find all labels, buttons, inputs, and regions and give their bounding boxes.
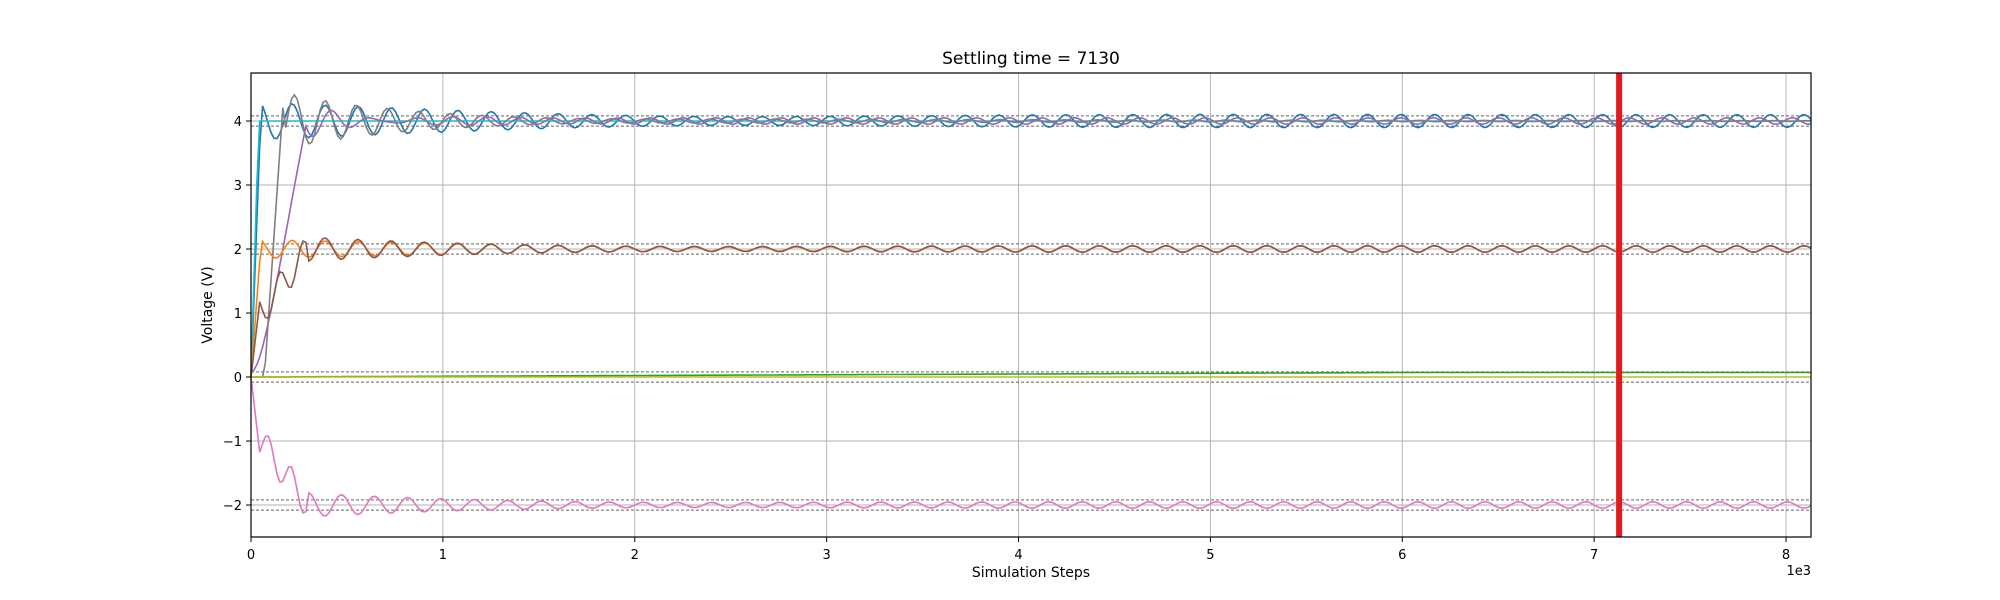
x-tick-label: 7 — [1590, 548, 1598, 563]
y-tick-label: −2 — [223, 499, 242, 514]
x-tick-label: 1 — [439, 548, 447, 563]
plot-frame — [250, 72, 1812, 538]
ticks: 0 1 2 3 4 5 6 7 8 −2 −1 0 1 2 3 4 — [223, 115, 1790, 563]
chart-title: Settling time = 7130 — [942, 49, 1120, 69]
y-axis-label: Voltage (V) — [200, 266, 216, 343]
x-tick-label: 2 — [631, 548, 639, 563]
x-tick-label: 4 — [1014, 548, 1022, 563]
x-axis-label: Simulation Steps — [972, 565, 1090, 581]
y-tick-label: 1 — [234, 307, 242, 322]
series-line-1 — [250, 102, 1812, 378]
x-tick-label: 8 — [1782, 548, 1790, 563]
x-tick-label: 0 — [247, 548, 255, 563]
series-line-3 — [250, 109, 1812, 373]
series-line-6 — [250, 237, 1812, 378]
x-axis-offset-label: 1e3 — [1786, 564, 1811, 579]
y-tick-label: 2 — [234, 243, 242, 258]
x-tick-label: 6 — [1398, 548, 1406, 563]
y-tick-label: 3 — [234, 179, 242, 194]
series-line-7 — [251, 371, 1811, 378]
y-tick-label: 0 — [234, 371, 242, 386]
series-lines — [250, 93, 1812, 517]
y-tick-label: −1 — [223, 435, 242, 450]
series-line-9 — [250, 376, 1812, 517]
series-line-4 — [251, 93, 1812, 378]
x-tick-label: 5 — [1206, 548, 1214, 563]
x-tick-label: 3 — [823, 548, 831, 563]
y-tick-label: 4 — [234, 115, 242, 130]
